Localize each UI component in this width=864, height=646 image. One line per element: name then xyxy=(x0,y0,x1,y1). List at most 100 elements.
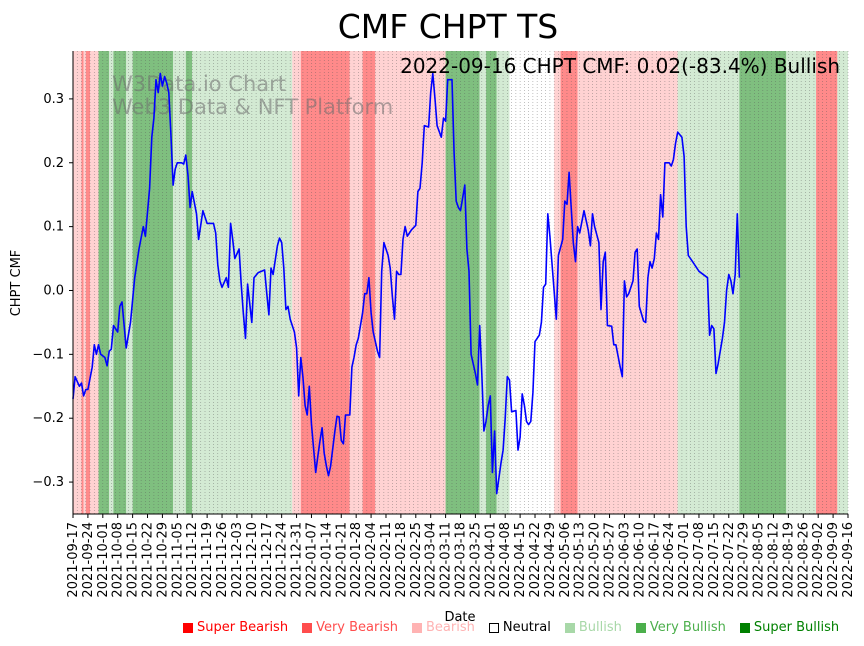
x-tick-label: 2022-05-13 xyxy=(573,522,588,598)
x-tick-label: 2022-07-15 xyxy=(707,522,722,598)
region-very-bullish xyxy=(185,51,193,514)
region-very-bullish xyxy=(445,51,480,514)
watermark-line-1: W3Data.io Chart xyxy=(112,72,286,96)
x-tick-label: 2021-12-10 xyxy=(245,522,260,598)
cmf-line xyxy=(72,72,741,495)
x-tick-label: 2022-08-19 xyxy=(781,522,796,598)
x-tick-label: 2021-11-19 xyxy=(200,522,215,598)
legend-item: Very Bullish xyxy=(635,620,726,635)
legend-item: Very Bearish xyxy=(302,620,398,635)
x-tick-label: 2022-07-08 xyxy=(692,522,707,598)
legend-item: Bullish xyxy=(564,620,622,635)
x-tick-label: 2022-07-01 xyxy=(677,522,692,598)
y-tick-label: 0.3 xyxy=(43,92,64,107)
cmf-line-layer xyxy=(72,72,741,495)
y-tick-label: 0.2 xyxy=(43,156,64,171)
x-tick-label: 2022-08-05 xyxy=(752,522,767,598)
x-tick-label: 2022-08-26 xyxy=(796,522,811,598)
x-tick-label: 2022-01-28 xyxy=(349,522,364,598)
x-tick-label: 2021-10-29 xyxy=(155,522,170,598)
x-tick-label: 2022-06-10 xyxy=(632,522,647,598)
region-very-bullish xyxy=(98,51,110,514)
x-tick-label: 2021-11-26 xyxy=(215,522,230,598)
legend-label: Neutral xyxy=(502,620,551,635)
y-ticks: −0.3 −0.2 −0.1 0.0 0.1 0.2 0.3 xyxy=(32,92,73,490)
region-very-bearish xyxy=(560,51,578,514)
x-tick-label: 2022-03-25 xyxy=(468,522,483,598)
y-tick-label: −0.3 xyxy=(32,475,64,490)
x-tick-label: 2022-06-24 xyxy=(662,522,677,598)
region-bearish xyxy=(83,51,86,514)
watermark-line-2: Web3 Data & NFT Platform xyxy=(112,95,393,119)
legend-swatch xyxy=(411,622,422,633)
x-tick-label: 2021-09-24 xyxy=(81,522,96,598)
region-bearish xyxy=(349,51,363,514)
x-tick-label: 2022-01-07 xyxy=(304,522,319,598)
region-bullish xyxy=(479,51,487,514)
region-very-bearish xyxy=(300,51,350,514)
x-tick-label: 2022-03-18 xyxy=(454,522,469,598)
x-tick-label: 2021-10-08 xyxy=(111,522,126,598)
region-neutral xyxy=(509,51,555,514)
x-tick-label: 2021-11-05 xyxy=(170,522,185,598)
legend-item: Super Bullish xyxy=(739,620,840,635)
x-tick-label: 2021-09-17 xyxy=(66,522,81,598)
x-tick-label: 2021-12-03 xyxy=(230,522,245,598)
x-tick-label: 2022-07-29 xyxy=(737,522,752,598)
x-tick-label: 2022-04-22 xyxy=(528,522,543,598)
legend-label: Bearish xyxy=(425,620,475,635)
x-tick-label: 2022-04-01 xyxy=(483,522,498,598)
legend-label: Very Bullish xyxy=(649,620,726,635)
x-tick-label: 2022-05-20 xyxy=(588,522,603,598)
x-tick-label: 2022-02-25 xyxy=(409,522,424,598)
legend-label: Bullish xyxy=(578,620,622,635)
x-tick-label: 2022-06-03 xyxy=(617,522,632,598)
region-bullish xyxy=(126,51,133,514)
region-bullish xyxy=(837,51,848,514)
x-tick-label: 2022-01-21 xyxy=(334,522,349,598)
region-bullish xyxy=(677,51,689,514)
region-bullish xyxy=(198,51,293,514)
sentiment-legend: Super Bearish Very Bearish Bearish Neutral B… xyxy=(183,620,839,635)
x-tick-label: 2021-12-17 xyxy=(260,522,275,598)
x-tick-label: 2022-05-27 xyxy=(603,522,618,598)
sentiment-regions xyxy=(73,51,848,514)
legend-item: Super Bearish xyxy=(183,620,288,635)
legend-label: Super Bearish xyxy=(197,620,289,635)
x-tick-label: 2022-01-14 xyxy=(319,522,334,598)
x-tick-label: 2021-10-01 xyxy=(96,522,111,598)
legend-label: Super Bullish xyxy=(753,620,840,635)
x-tick-label: 2022-03-11 xyxy=(439,522,454,598)
legend-swatch xyxy=(564,622,575,633)
latest-value-annotation: 2022-09-16 CHPT CMF: 0.02(-83.4%) Bullis… xyxy=(400,54,840,78)
x-tick-label: 2022-04-29 xyxy=(543,522,558,598)
x-tick-label: 2022-09-09 xyxy=(826,522,841,598)
x-ticks: 2021-09-17 2021-09-24 2021-10-01 2021-10-08… xyxy=(66,514,856,598)
x-tick-label: 2021-12-31 xyxy=(290,522,305,598)
region-very-bullish xyxy=(486,51,497,514)
x-tick-label: 2022-09-16 xyxy=(841,522,856,598)
legend-item: Bearish xyxy=(411,620,475,635)
x-tick-label: 2022-06-17 xyxy=(647,522,662,598)
legend-swatch xyxy=(635,622,646,633)
region-bearish xyxy=(577,51,678,514)
legend-swatch xyxy=(739,622,750,633)
region-bearish xyxy=(292,51,301,514)
legend-swatch xyxy=(302,622,313,633)
x-tick-label: 2022-09-02 xyxy=(811,522,826,598)
region-very-bearish xyxy=(81,51,84,514)
x-tick-label: 2022-02-18 xyxy=(394,522,409,598)
x-tick-label: 2022-04-15 xyxy=(513,522,528,598)
y-axis-label: CHPT CMF xyxy=(9,250,24,317)
y-tick-label: −0.1 xyxy=(32,347,64,362)
legend-swatch xyxy=(183,622,193,633)
legend-swatch xyxy=(488,622,499,633)
y-tick-label: −0.2 xyxy=(32,411,64,426)
x-tick-label: 2021-10-15 xyxy=(126,522,141,598)
region-bearish xyxy=(375,51,446,514)
x-tick-label: 2022-03-04 xyxy=(424,522,439,598)
x-tick-label: 2022-08-12 xyxy=(766,522,781,598)
x-tick-label: 2021-12-24 xyxy=(275,522,290,598)
x-tick-label: 2021-10-22 xyxy=(141,522,156,598)
